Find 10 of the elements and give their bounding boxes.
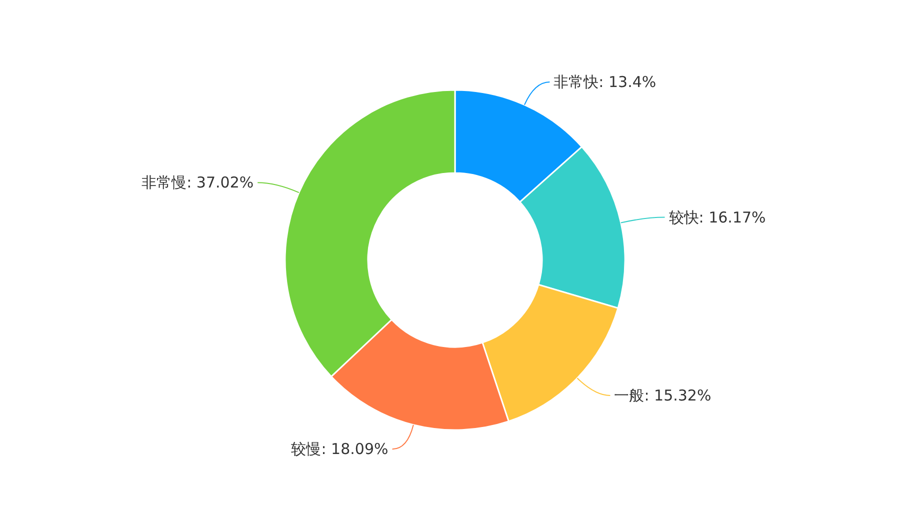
data-label: : 15.32% — [644, 386, 712, 405]
slice-label: 较快 — [668, 208, 699, 226]
data-label: : 18.09% — [321, 440, 388, 458]
slice-label: 非常慢 — [142, 174, 187, 192]
data-label: : 16.17% — [698, 208, 766, 226]
data-label: : 13.4% — [598, 73, 656, 92]
slice-label: 较慢 — [291, 440, 322, 458]
slice-label: 一般 — [614, 386, 644, 405]
data-label: : 37.02% — [186, 174, 254, 192]
slice-label: 非常快 — [554, 73, 599, 92]
